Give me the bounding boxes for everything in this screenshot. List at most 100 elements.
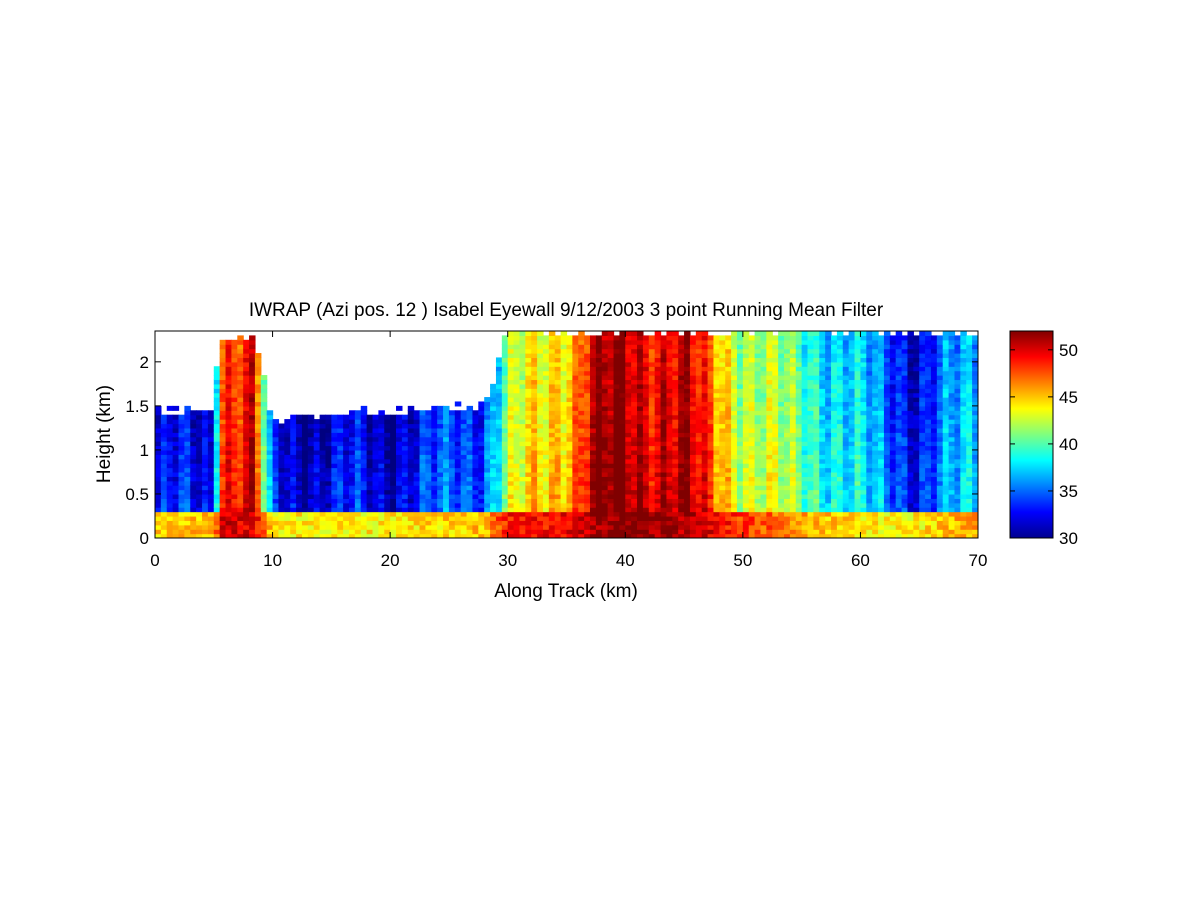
heatmap-cell bbox=[155, 507, 162, 513]
heatmap-cell bbox=[631, 498, 638, 504]
heatmap-cell bbox=[642, 520, 650, 526]
heatmap-cell bbox=[813, 392, 820, 398]
heatmap-cell bbox=[784, 375, 791, 381]
heatmap-cell bbox=[637, 388, 644, 394]
heatmap-cell bbox=[507, 520, 515, 526]
heatmap-cell bbox=[284, 441, 291, 447]
heatmap-cell bbox=[607, 502, 615, 508]
heatmap-cell bbox=[407, 449, 415, 455]
heatmap-cell bbox=[178, 436, 185, 442]
heatmap-cell bbox=[695, 423, 703, 429]
heatmap-cell bbox=[625, 379, 632, 385]
heatmap-cell bbox=[407, 529, 415, 535]
heatmap-cell bbox=[343, 493, 350, 499]
heatmap-cell bbox=[490, 423, 497, 429]
heatmap-cell bbox=[819, 375, 826, 381]
heatmap-cell bbox=[196, 485, 203, 491]
heatmap-cell bbox=[513, 331, 521, 336]
heatmap-cell bbox=[354, 419, 362, 425]
heatmap-cell bbox=[760, 344, 767, 350]
heatmap-cell bbox=[419, 498, 427, 504]
heatmap-cell bbox=[684, 498, 691, 504]
heatmap-cell bbox=[813, 489, 820, 495]
heatmap-cell bbox=[784, 471, 791, 477]
heatmap-cell bbox=[178, 480, 185, 486]
heatmap-cell bbox=[190, 515, 197, 521]
heatmap-cell bbox=[713, 511, 720, 517]
heatmap-cell bbox=[866, 493, 873, 499]
heatmap-cell bbox=[484, 432, 491, 438]
heatmap-cell bbox=[360, 529, 368, 535]
heatmap-cell bbox=[836, 436, 844, 442]
heatmap-cell bbox=[213, 410, 221, 416]
heatmap-cell bbox=[378, 445, 385, 451]
heatmap-cell bbox=[531, 493, 538, 499]
heatmap-cell bbox=[778, 414, 785, 420]
heatmap-cell bbox=[431, 493, 438, 499]
heatmap-cell bbox=[613, 375, 621, 381]
heatmap-cell bbox=[484, 480, 491, 486]
heatmap-cell bbox=[795, 458, 803, 464]
heatmap-cell bbox=[160, 449, 168, 455]
heatmap-cell bbox=[307, 458, 315, 464]
heatmap-cell bbox=[678, 471, 685, 477]
heatmap-cell bbox=[642, 388, 650, 394]
heatmap-cell bbox=[619, 515, 626, 521]
heatmap-cell bbox=[795, 485, 803, 491]
heatmap-cell bbox=[166, 529, 174, 535]
heatmap-cell bbox=[736, 379, 744, 385]
heatmap-cell bbox=[225, 489, 233, 495]
heatmap-cell bbox=[778, 449, 785, 455]
heatmap-cell bbox=[666, 515, 673, 521]
heatmap-cell bbox=[713, 366, 720, 372]
heatmap-cell bbox=[184, 445, 191, 451]
heatmap-cell bbox=[348, 507, 356, 513]
heatmap-cell bbox=[566, 397, 573, 403]
heatmap-cell bbox=[542, 348, 550, 354]
heatmap-cell bbox=[495, 480, 503, 486]
heatmap-cell bbox=[166, 493, 174, 499]
heatmap-cell bbox=[566, 524, 573, 530]
heatmap-cell bbox=[795, 471, 803, 477]
heatmap-cell bbox=[431, 454, 438, 460]
heatmap-cell bbox=[225, 383, 233, 389]
heatmap-cell bbox=[184, 489, 191, 495]
heatmap-cell bbox=[501, 423, 509, 429]
heatmap-cell bbox=[648, 511, 656, 517]
heatmap-cell bbox=[860, 493, 867, 499]
heatmap-cell bbox=[172, 441, 180, 447]
heatmap-cell bbox=[631, 397, 638, 403]
heatmap-cell bbox=[360, 520, 368, 526]
heatmap-cell bbox=[689, 335, 697, 341]
heatmap-cell bbox=[172, 436, 180, 442]
heatmap-cell bbox=[554, 436, 562, 442]
heatmap-cell bbox=[836, 401, 844, 407]
heatmap-cell bbox=[495, 401, 503, 407]
heatmap-cell bbox=[225, 397, 233, 403]
heatmap-cell bbox=[249, 529, 256, 535]
heatmap-cell bbox=[795, 502, 803, 508]
heatmap-cell bbox=[225, 454, 233, 460]
heatmap-cell bbox=[542, 458, 550, 464]
heatmap-cell bbox=[454, 476, 462, 482]
heatmap-cell bbox=[760, 445, 767, 451]
heatmap-cell bbox=[278, 511, 285, 517]
heatmap-cell bbox=[866, 436, 873, 442]
heatmap-cell bbox=[631, 410, 638, 416]
heatmap-cell bbox=[155, 410, 162, 416]
heatmap-cell bbox=[754, 507, 762, 513]
heatmap-cell bbox=[778, 498, 785, 504]
heatmap-cell bbox=[848, 463, 856, 469]
heatmap-cell bbox=[237, 401, 244, 407]
heatmap-cell bbox=[678, 353, 685, 359]
heatmap-cell bbox=[572, 401, 579, 407]
heatmap-cell bbox=[578, 454, 585, 460]
heatmap-cell bbox=[784, 515, 791, 521]
heatmap-cell bbox=[625, 335, 632, 341]
heatmap-cell bbox=[237, 379, 244, 385]
heatmap-cell bbox=[560, 445, 568, 451]
heatmap-cell bbox=[854, 489, 862, 495]
heatmap-cell bbox=[760, 533, 767, 538]
heatmap-cell bbox=[484, 529, 491, 535]
heatmap-cell bbox=[601, 357, 609, 363]
